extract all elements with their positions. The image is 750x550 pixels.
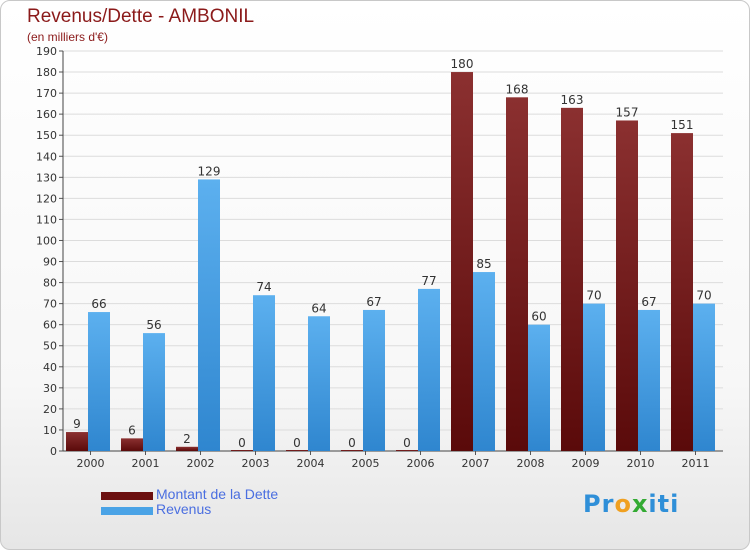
x-tick-label: 2011 bbox=[682, 457, 710, 470]
chart-subtitle: (en milliers d'€) bbox=[27, 30, 108, 44]
y-tick-label: 70 bbox=[43, 298, 57, 311]
y-tick-label: 110 bbox=[36, 213, 57, 226]
data-label-dette: 6 bbox=[128, 423, 136, 437]
data-label-revenus: 56 bbox=[146, 318, 161, 332]
data-label-dette: 0 bbox=[348, 436, 356, 450]
bar-dette bbox=[286, 450, 308, 451]
bar-dette bbox=[451, 72, 473, 451]
x-tick-label: 2001 bbox=[132, 457, 160, 470]
chart-title: Revenus/Dette - AMBONIL bbox=[27, 6, 255, 27]
data-label-revenus: 60 bbox=[531, 310, 546, 324]
data-label-revenus: 85 bbox=[476, 257, 491, 271]
bar-revenus bbox=[198, 179, 220, 451]
y-tick-label: 160 bbox=[36, 108, 57, 121]
x-tick-label: 2006 bbox=[407, 457, 435, 470]
data-label-revenus: 74 bbox=[256, 280, 271, 294]
x-tick-label: 2002 bbox=[187, 457, 215, 470]
data-label-revenus: 64 bbox=[311, 301, 326, 315]
legend-swatch-revenus bbox=[101, 507, 153, 515]
y-tick-label: 90 bbox=[43, 256, 57, 269]
bar-revenus bbox=[418, 288, 440, 451]
logo-part-iti: iti bbox=[648, 490, 680, 518]
y-tick-label: 80 bbox=[43, 277, 57, 290]
x-tick-label: 2000 bbox=[77, 457, 105, 470]
x-tick-label: 2009 bbox=[572, 457, 600, 470]
bar-dette bbox=[671, 133, 693, 451]
data-label-revenus: 66 bbox=[91, 297, 106, 311]
x-tick-label: 2003 bbox=[242, 457, 270, 470]
logo-part-x: x bbox=[631, 490, 649, 518]
data-label-dette: 0 bbox=[403, 436, 411, 450]
x-tick-label: 2004 bbox=[297, 457, 325, 470]
y-tick-label: 170 bbox=[36, 87, 57, 100]
data-label-revenus: 77 bbox=[421, 274, 436, 288]
data-label-revenus: 129 bbox=[198, 164, 221, 178]
bar-dette bbox=[121, 438, 143, 451]
bar-revenus bbox=[583, 303, 605, 451]
bar-revenus bbox=[638, 309, 660, 451]
y-tick-label: 150 bbox=[36, 129, 57, 142]
bar-revenus bbox=[693, 303, 715, 451]
data-label-dette: 151 bbox=[671, 118, 694, 132]
proxiti-logo: Proxiti bbox=[583, 490, 679, 518]
data-label-dette: 0 bbox=[293, 436, 301, 450]
data-label-revenus: 67 bbox=[366, 295, 381, 309]
y-tick-label: 0 bbox=[50, 445, 57, 458]
data-label-dette: 2 bbox=[183, 432, 191, 446]
bar-dette bbox=[66, 432, 88, 451]
bar-revenus bbox=[308, 316, 330, 451]
x-tick-label: 2005 bbox=[352, 457, 380, 470]
bar-dette bbox=[506, 97, 528, 451]
bar-revenus bbox=[528, 324, 550, 451]
data-label-dette: 163 bbox=[561, 93, 584, 107]
data-label-dette: 168 bbox=[506, 82, 529, 96]
data-label-dette: 180 bbox=[451, 57, 474, 71]
data-label-dette: 9 bbox=[73, 417, 81, 431]
bar-dette bbox=[396, 450, 418, 451]
bar-dette bbox=[231, 450, 253, 451]
bar-revenus bbox=[88, 312, 110, 451]
bar-dette bbox=[616, 120, 638, 451]
legend-swatch-dette bbox=[101, 492, 153, 500]
bar-revenus bbox=[143, 333, 165, 451]
y-tick-label: 190 bbox=[36, 45, 57, 58]
legend-label-revenus: Revenus bbox=[156, 501, 212, 517]
data-label-dette: 0 bbox=[238, 436, 246, 450]
y-tick-label: 140 bbox=[36, 150, 57, 163]
y-tick-label: 40 bbox=[43, 361, 57, 374]
bar-revenus bbox=[253, 295, 275, 451]
y-tick-label: 120 bbox=[36, 192, 57, 205]
bar-revenus bbox=[473, 272, 495, 451]
data-label-revenus: 70 bbox=[696, 289, 711, 303]
x-tick-label: 2008 bbox=[517, 457, 545, 470]
y-tick-label: 20 bbox=[43, 403, 57, 416]
y-tick-label: 100 bbox=[36, 234, 57, 247]
data-label-revenus: 67 bbox=[641, 295, 656, 309]
logo-part-pr: Pr bbox=[583, 490, 615, 518]
y-tick-label: 180 bbox=[36, 66, 57, 79]
data-label-revenus: 70 bbox=[586, 289, 601, 303]
legend-label-dette: Montant de la Dette bbox=[156, 486, 279, 502]
y-tick-label: 10 bbox=[43, 424, 57, 437]
x-tick-label: 2010 bbox=[627, 457, 655, 470]
bar-dette bbox=[341, 450, 363, 451]
y-tick-label: 130 bbox=[36, 171, 57, 184]
data-label-dette: 157 bbox=[616, 105, 639, 119]
y-tick-label: 60 bbox=[43, 319, 57, 332]
logo-part-o: o bbox=[614, 490, 632, 518]
bar-revenus bbox=[363, 309, 385, 451]
y-tick-label: 50 bbox=[43, 340, 57, 353]
x-tick-label: 2007 bbox=[462, 457, 490, 470]
bar-dette bbox=[561, 107, 583, 451]
bar-dette bbox=[176, 446, 198, 451]
y-tick-label: 30 bbox=[43, 382, 57, 395]
